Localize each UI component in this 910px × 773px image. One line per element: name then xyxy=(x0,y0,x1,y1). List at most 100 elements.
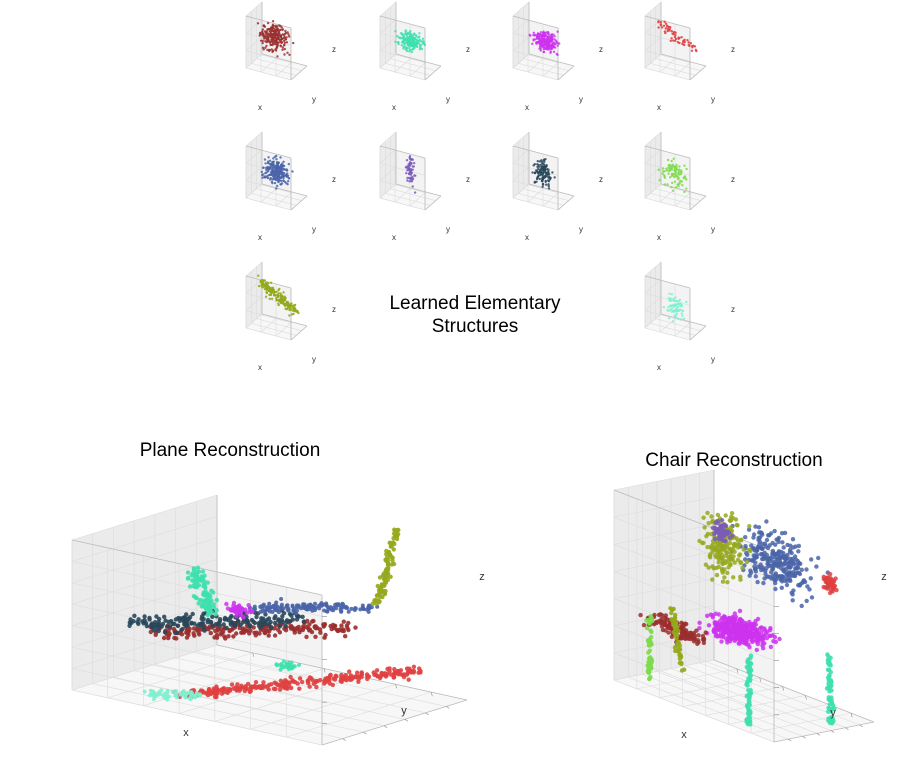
data-point xyxy=(766,574,772,579)
data-point xyxy=(738,560,743,566)
data-point xyxy=(647,638,653,643)
data-point xyxy=(307,627,313,632)
data-point xyxy=(539,163,542,167)
grid-line xyxy=(512,149,530,164)
x-axis-label: x xyxy=(657,363,661,372)
grid-line xyxy=(542,61,560,77)
data-point xyxy=(289,624,294,629)
data-point xyxy=(377,587,382,592)
data-point xyxy=(210,614,215,619)
data-point xyxy=(779,566,784,571)
data-point xyxy=(161,635,167,641)
data-point xyxy=(277,624,282,629)
data-point xyxy=(747,573,752,578)
data-point xyxy=(279,602,284,607)
data-point xyxy=(719,566,725,572)
data-point xyxy=(289,660,294,665)
grid-line xyxy=(245,296,263,311)
data-point xyxy=(210,623,215,628)
data-point xyxy=(322,681,327,686)
data-point xyxy=(292,41,295,45)
grid-line xyxy=(674,191,692,207)
data-point xyxy=(382,572,388,577)
data-point xyxy=(288,314,291,317)
data-point xyxy=(311,681,316,686)
data-point xyxy=(773,586,778,592)
data-point xyxy=(670,159,673,163)
data-point xyxy=(786,565,791,570)
data-point xyxy=(675,186,678,189)
data-point xyxy=(267,156,270,159)
data-point xyxy=(737,553,742,558)
data-point xyxy=(796,549,801,554)
data-point xyxy=(418,35,421,38)
data-point xyxy=(667,306,670,309)
data-point xyxy=(317,606,322,611)
z-axis-label: z xyxy=(466,175,470,184)
data-point xyxy=(541,175,544,178)
data-point xyxy=(281,299,284,302)
x-axis-label: x xyxy=(657,233,661,242)
data-point xyxy=(384,552,389,557)
grid-line xyxy=(613,516,775,580)
data-point xyxy=(831,703,836,708)
data-point xyxy=(300,614,305,619)
data-point xyxy=(674,170,677,173)
data-point xyxy=(290,302,293,305)
data-point xyxy=(266,633,271,638)
data-point xyxy=(279,24,282,28)
data-point xyxy=(280,179,283,183)
data-point xyxy=(307,622,312,627)
data-point xyxy=(667,25,671,29)
data-point xyxy=(194,627,199,633)
data-point xyxy=(266,21,270,25)
data-point xyxy=(677,303,680,306)
data-point xyxy=(791,561,797,567)
data-point xyxy=(529,34,532,37)
data-point xyxy=(156,628,161,634)
data-point xyxy=(728,562,733,568)
data-point xyxy=(196,601,201,606)
grid-line xyxy=(512,166,530,181)
data-point xyxy=(752,556,757,561)
data-point xyxy=(411,48,414,51)
tick-mark xyxy=(395,684,397,689)
data-point xyxy=(286,304,289,307)
data-point xyxy=(244,620,249,625)
data-point xyxy=(780,540,785,545)
data-point xyxy=(671,181,674,185)
axis-line xyxy=(528,53,575,67)
data-point xyxy=(704,533,709,539)
data-point xyxy=(730,614,735,620)
data-point xyxy=(266,622,272,627)
data-point xyxy=(408,164,412,167)
data-point xyxy=(680,309,684,312)
data-point xyxy=(775,574,780,579)
data-point xyxy=(148,629,153,635)
data-point xyxy=(257,631,262,636)
data-point xyxy=(542,33,545,36)
data-point xyxy=(401,40,405,43)
data-point xyxy=(135,619,140,625)
axis-line xyxy=(261,313,308,327)
data-point xyxy=(679,661,684,666)
data-point xyxy=(234,614,239,619)
data-point xyxy=(663,183,667,186)
data-point xyxy=(179,632,185,637)
data-point xyxy=(202,628,207,633)
grid-line xyxy=(644,149,662,164)
grid-line xyxy=(245,1,263,17)
data-point xyxy=(747,645,752,650)
data-point xyxy=(674,619,679,625)
grid-line xyxy=(613,659,715,681)
grid-line xyxy=(390,58,436,71)
data-point xyxy=(664,22,668,25)
data-point xyxy=(663,174,666,177)
data-point xyxy=(541,180,544,183)
data-point xyxy=(282,160,285,163)
data-point xyxy=(682,317,686,320)
grid-line xyxy=(512,53,530,69)
grid-line xyxy=(379,53,397,69)
data-point xyxy=(539,31,543,34)
data-point xyxy=(664,27,667,30)
